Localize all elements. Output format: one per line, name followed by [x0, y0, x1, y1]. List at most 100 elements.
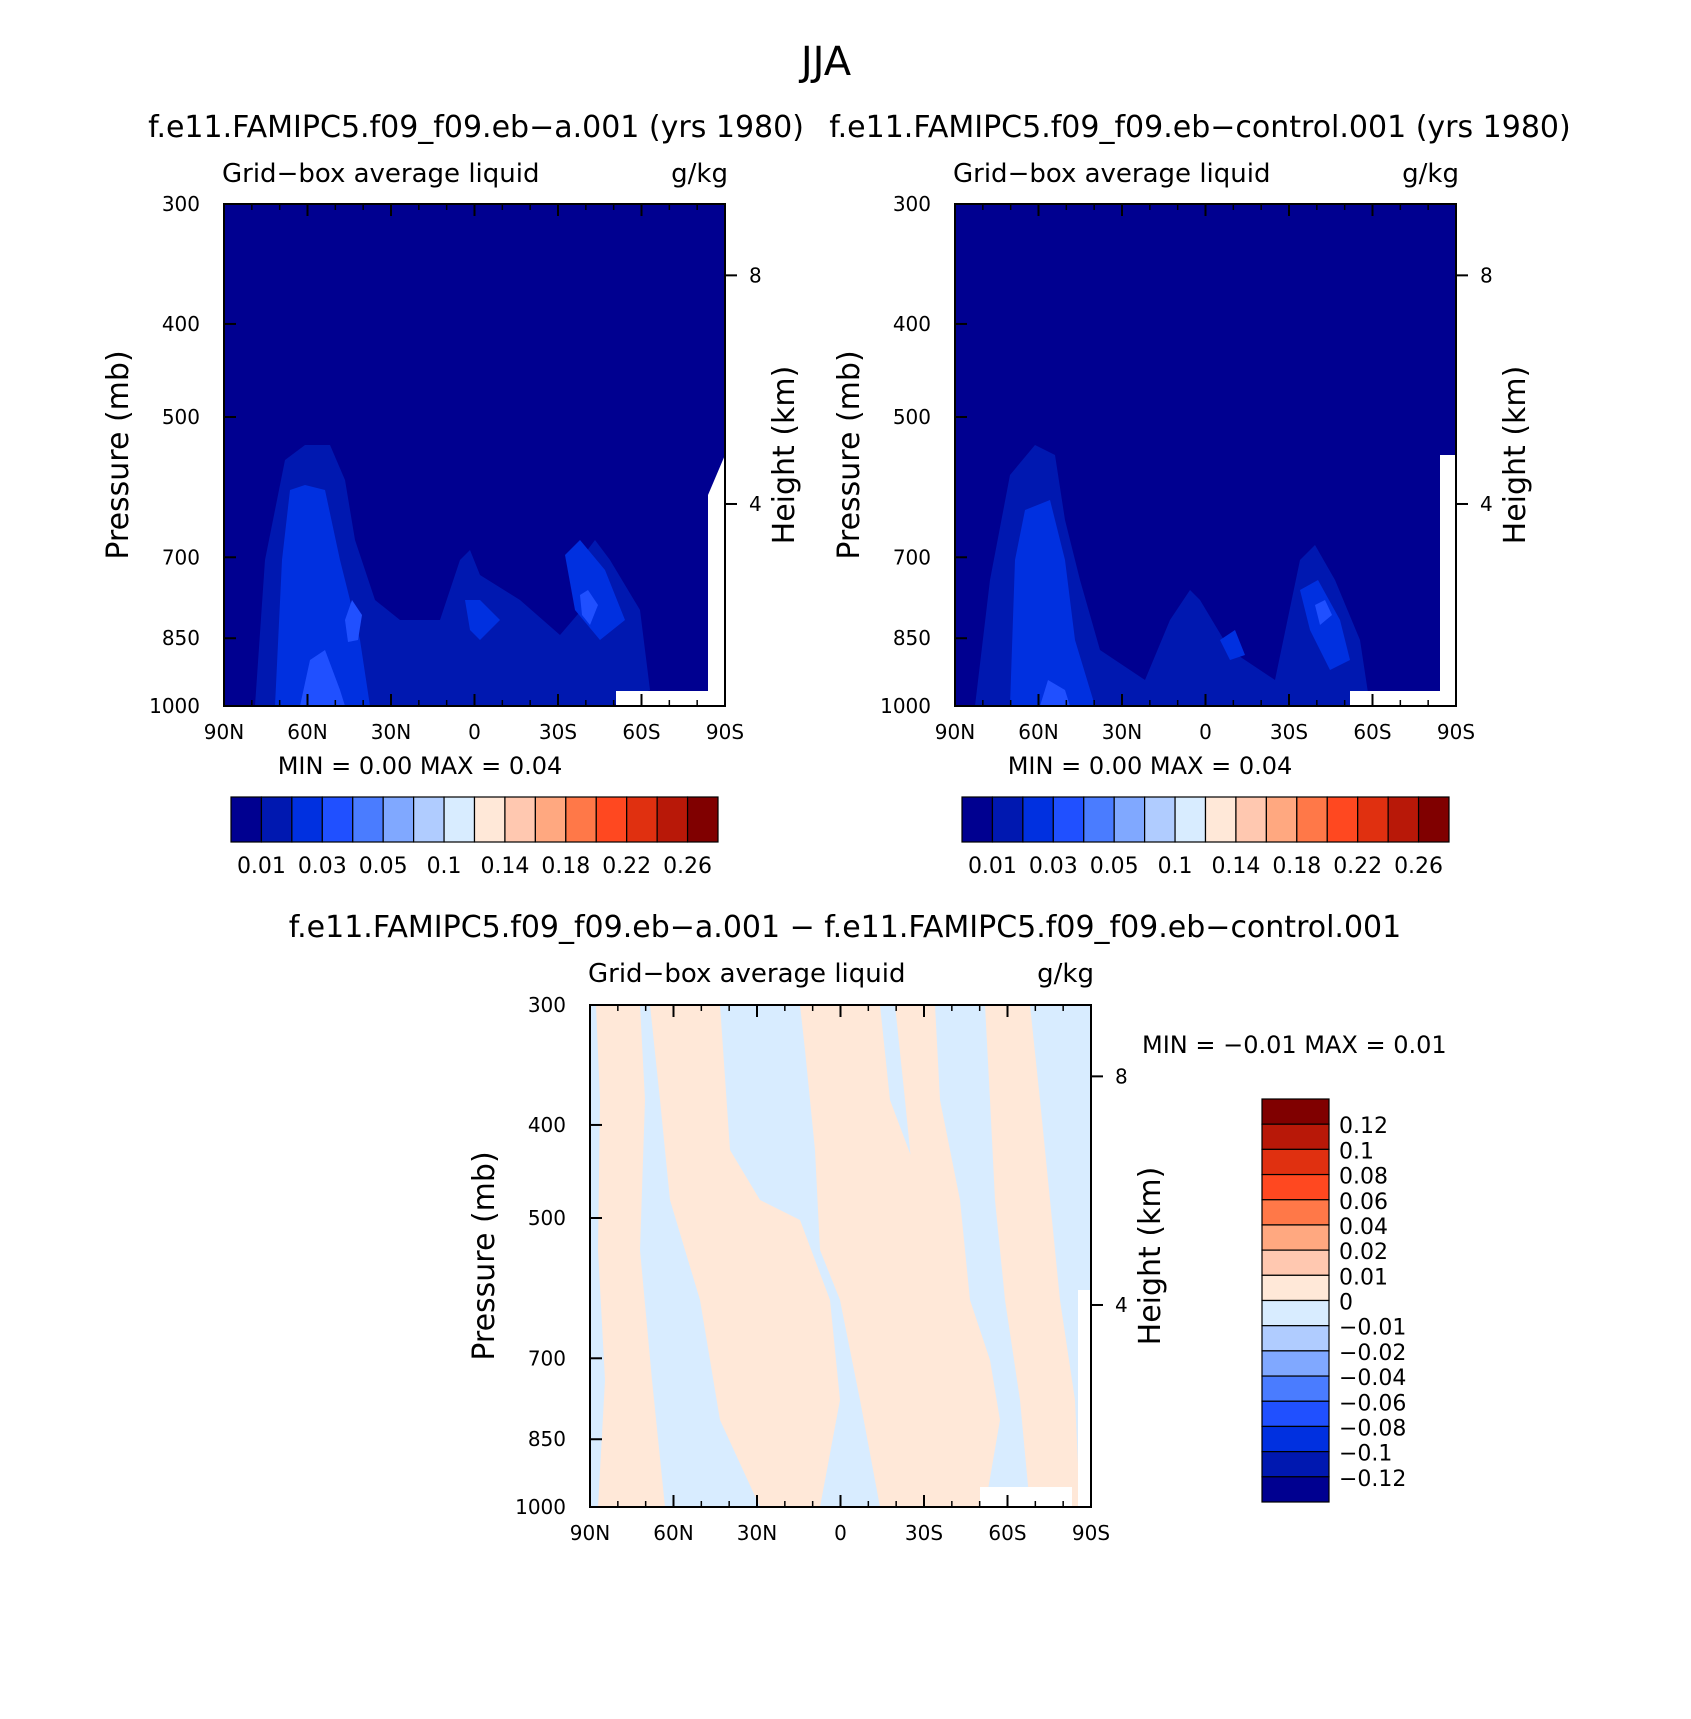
diff-colorbar-swatch — [1261, 1350, 1330, 1377]
panel-3-positive-band-1 — [596, 1005, 665, 1507]
panel-1-missing-data — [616, 455, 725, 706]
panel-2-axes: 90N 60N 30N 0 30S 60S 90S 300 400 500 700 850 1000 8 4… — [832, 192, 1533, 744]
colorbar-label: 0.22 — [1333, 854, 1382, 879]
panel-2-plot — [954, 203, 1457, 707]
panel-2-y-tick-label: 1000 — [880, 694, 931, 718]
colorbar-difference: 0.120.10.080.060.040.020.010−0.01−0.02−0… — [1261, 1098, 1406, 1503]
panel-3-x-tick-label: 30S — [905, 1521, 943, 1545]
panel-1-min-max: MIN = 0.00 MAX = 0.04 — [278, 752, 563, 780]
panel-1-contour-0.02-eq — [465, 600, 500, 640]
panel-3-y-tick-label: 1000 — [515, 1495, 566, 1519]
colorbar-swatch — [1052, 796, 1085, 843]
panel-2-contour-0.04-sh — [1315, 600, 1332, 625]
panel-1-y-tick-label: 500 — [162, 405, 200, 429]
panel-top-right: f.e11.FAMIPC5.f09_f09.eb−control.001 (yr… — [829, 110, 1570, 780]
panel-3-x-tick-label: 60S — [988, 1521, 1026, 1545]
panel-1-title: f.e11.FAMIPC5.f09_f09.eb−a.001 (yrs 1980… — [148, 110, 804, 145]
panel-2-contour-0.02-nh — [1010, 500, 1095, 706]
colorbar-label: 0.1 — [427, 854, 462, 879]
colorbar-swatch — [321, 796, 354, 843]
panel-1-contour-0.02-sh — [565, 540, 625, 640]
panel-3-subtitle-left: Grid−box average liquid — [588, 959, 905, 989]
panel-1-plot — [223, 203, 726, 707]
panel-2-y2-tick-label: 4 — [1480, 492, 1493, 516]
colorbar-swatch — [1296, 796, 1328, 843]
axes-layer: 90N 60N 30N 0 30S 60S 90S300400500700850100084… — [101, 192, 1533, 1545]
panel-3-plot — [589, 1004, 1092, 1508]
panel-1-x-tick-label: 30S — [539, 720, 577, 744]
panel-3-title: f.e11.FAMIPC5.f09_f09.eb−a.001 − f.e11.F… — [289, 910, 1401, 945]
panel-3-x-tick-label: 60N — [653, 1521, 693, 1545]
panel-2-x-tick-label: 0 — [1199, 720, 1212, 744]
colorbar-swatch — [1113, 796, 1146, 843]
panel-3-min-max: MIN = −0.01 MAX = 0.01 — [1142, 1031, 1447, 1059]
panel-3-y-tick-label: 300 — [528, 993, 566, 1017]
diff-colorbar-swatch — [1261, 1098, 1330, 1125]
diff-colorbar-swatch — [1261, 1425, 1330, 1453]
panel-2-x-tick-label: 90S — [1437, 720, 1475, 744]
panel-1-y-axis-title: Pressure (mb) — [101, 350, 136, 559]
colorbar-swatch — [686, 796, 719, 843]
diff-colorbar-label: 0.04 — [1339, 1215, 1388, 1240]
colorbar-swatch — [656, 796, 689, 843]
panel-1-subtitle-left: Grid−box average liquid — [222, 159, 539, 189]
panel-3-subtitle-right: g/kg — [1037, 959, 1094, 989]
panel-3-positive-band-4 — [895, 1005, 1000, 1507]
panel-2-min-max: MIN = 0.00 MAX = 0.04 — [1008, 752, 1293, 780]
colorbar-swatch — [595, 796, 628, 843]
panel-1-x-tick-label: 90S — [706, 720, 744, 744]
panel-1-y-tick-label: 850 — [162, 626, 200, 650]
panel-2-subtitle-right: g/kg — [1402, 159, 1459, 189]
panel-1-y2-tick-label: 8 — [749, 263, 762, 287]
colorbar-swatch — [1022, 796, 1054, 843]
panel-bottom-difference: f.e11.FAMIPC5.f09_f09.eb−a.001 − f.e11.F… — [289, 910, 1447, 1508]
diff-colorbar-swatch — [1261, 1173, 1330, 1201]
diff-colorbar-swatch — [1261, 1249, 1330, 1276]
diff-colorbar-label: −0.08 — [1339, 1416, 1406, 1441]
diff-colorbar-label: −0.1 — [1339, 1442, 1392, 1467]
colorbar-swatch — [260, 796, 293, 843]
colorbar-swatch — [352, 796, 384, 843]
panel-2-x-tick-label: 90N — [935, 720, 975, 744]
panel-2-y-tick-label: 850 — [893, 626, 931, 650]
panel-1-x-tick-label: 90N — [204, 720, 244, 744]
colorbar-swatch — [443, 796, 476, 843]
colorbar-swatch — [382, 796, 415, 843]
colorbar-label: 0.05 — [1090, 854, 1139, 879]
colorbar-swatch — [1326, 796, 1359, 843]
panel-3-y2-axis-title: Height (km) — [1133, 1167, 1168, 1346]
panel-3-y-tick-label: 700 — [528, 1346, 566, 1370]
panel-3-x-tick-label: 90S — [1072, 1521, 1110, 1545]
diff-colorbar-label: 0.02 — [1339, 1240, 1388, 1265]
panel-2-x-tick-label: 30S — [1270, 720, 1308, 744]
panel-3-y-tick-label: 400 — [528, 1113, 566, 1137]
diff-colorbar-label: 0 — [1339, 1291, 1353, 1316]
diff-colorbar-label: −0.12 — [1339, 1467, 1406, 1492]
panel-2-x-tick-label: 60S — [1353, 720, 1391, 744]
colorbar-swatch — [1083, 796, 1115, 843]
colorbar-swatch — [1204, 796, 1237, 843]
colorbar-swatch — [1174, 796, 1207, 843]
colorbar-label: 0.26 — [1394, 854, 1443, 879]
panel-2-y-axis-title: Pressure (mb) — [832, 350, 867, 559]
colorbar-label: 0.14 — [1211, 854, 1260, 879]
diff-colorbar-swatch — [1261, 1299, 1330, 1327]
diff-colorbar-swatch — [1261, 1224, 1330, 1251]
diff-colorbar-swatch — [1261, 1375, 1330, 1402]
colorbar-swatch — [991, 796, 1024, 843]
panel-2-y-tick-label: 300 — [893, 192, 931, 216]
panel-3-axes: 90N 60N 30N 0 30S 60S 90S 300 400 500 700 850 1000 8 4… — [467, 993, 1168, 1545]
panel-3-y-axis-title: Pressure (mb) — [467, 1151, 502, 1360]
diff-colorbar-swatch — [1261, 1400, 1330, 1428]
colorbar-swatch — [230, 796, 263, 843]
colorbar-swatch — [504, 796, 536, 843]
panel-3-missing-data — [980, 1290, 1091, 1507]
panel-3-y2-tick-label: 4 — [1115, 1293, 1128, 1317]
panel-2-y2-tick-label: 8 — [1480, 263, 1493, 287]
diff-colorbar-swatch — [1261, 1148, 1330, 1176]
figure-title: JJA — [798, 39, 852, 85]
diff-colorbar-swatch — [1261, 1476, 1330, 1503]
panel-2-y-tick-label: 400 — [893, 312, 931, 336]
panel-1-y-tick-label: 400 — [162, 312, 200, 336]
